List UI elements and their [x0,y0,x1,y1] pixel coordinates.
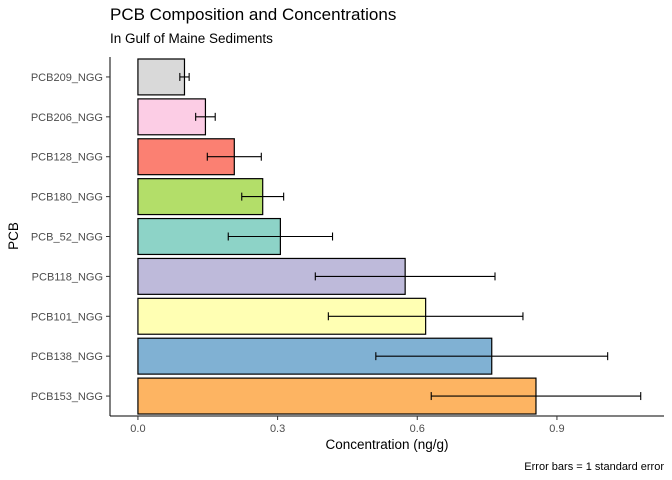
error-bar-pcb-52-ngg [227,232,334,241]
y-tick-label: PCB_52_NGG [31,232,103,244]
error-bars-group [179,72,642,401]
y-ticks-group: PCB209_NGG PCB206_NGG PCB128_NGG PCB180_NGG… [31,72,110,403]
y-tick-label: PCB180_NGG [31,192,103,204]
error-bar-pcb101-ngg [327,312,524,321]
error-bar-pcb138-ngg [375,352,609,361]
y-tick-label: PCB128_NGG [31,152,103,164]
x-tick-label: 0.9 [549,423,564,435]
x-tick-label: 0.0 [130,423,145,435]
chart-title: PCB Composition and Concentrations [110,5,396,24]
bar-pcb206-ngg [137,98,207,136]
x-tick-label: 0.6 [410,423,425,435]
error-bar-pcb206-ngg [195,112,216,121]
y-tick-label: PCB206_NGG [31,112,103,124]
y-tick-label: PCB153_NGG [31,391,103,403]
error-bar-pcb128-ngg [206,152,262,161]
error-bar-pcb180-ngg [241,192,285,201]
bar-pcb209-ngg [137,58,186,96]
y-tick-label: PCB138_NGG [31,351,103,363]
chart-caption: Error bars = 1 standard error [524,461,664,473]
bars-group [137,58,537,415]
x-tick-label: 0.3 [270,423,285,435]
chart-subtitle: In Gulf of Maine Sediments [110,31,273,46]
y-tick-label: PCB101_NGG [31,311,103,323]
y-tick-label: PCB209_NGG [31,72,103,84]
x-ticks-group: 0.0 0.3 0.6 0.9 [130,416,565,435]
error-bar-pcb209-ngg [179,72,190,81]
error-bar-pcb118-ngg [314,272,496,281]
x-axis-title: Concentration (ng/g) [325,437,448,452]
error-bar-pcb153-ngg [430,392,642,401]
y-tick-label: PCB118_NGG [32,271,103,283]
y-axis-title: PCB [6,222,21,250]
